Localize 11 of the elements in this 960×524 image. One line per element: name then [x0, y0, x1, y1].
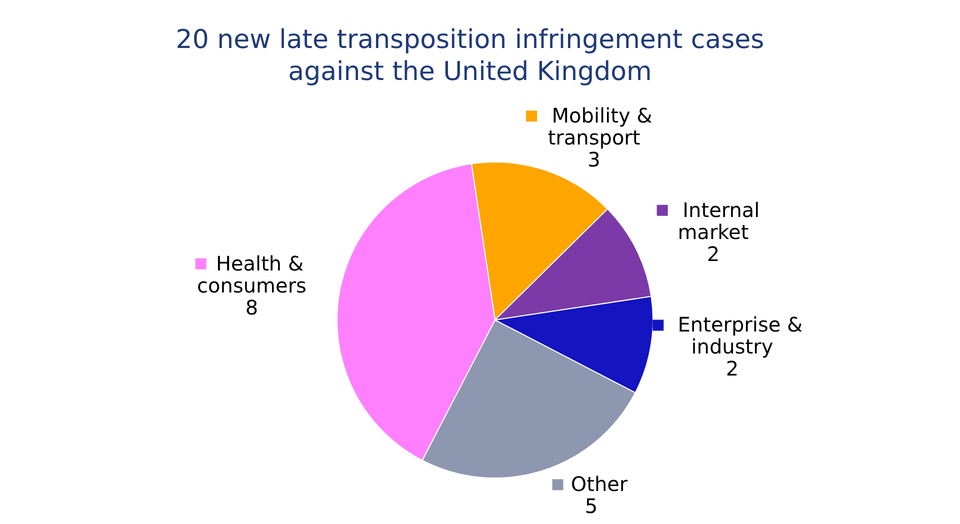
- legend-label: Enterprise & industry: [678, 312, 803, 359]
- data-label: 2: [726, 356, 739, 381]
- data-label: 2: [706, 242, 720, 266]
- legend-label: Other: [570, 472, 628, 496]
- data-label: 8: [245, 295, 258, 320]
- data-label: 5: [584, 494, 598, 518]
- data-label: 3: [588, 148, 600, 172]
- legend-label: Health & consumers: [197, 251, 306, 298]
- legend-label: Mobility & transport: [548, 104, 652, 150]
- legend-label: Internal market: [678, 198, 760, 244]
- chart-title: 20 new late transposition infringement cases against the United Kingdom: [176, 25, 764, 87]
